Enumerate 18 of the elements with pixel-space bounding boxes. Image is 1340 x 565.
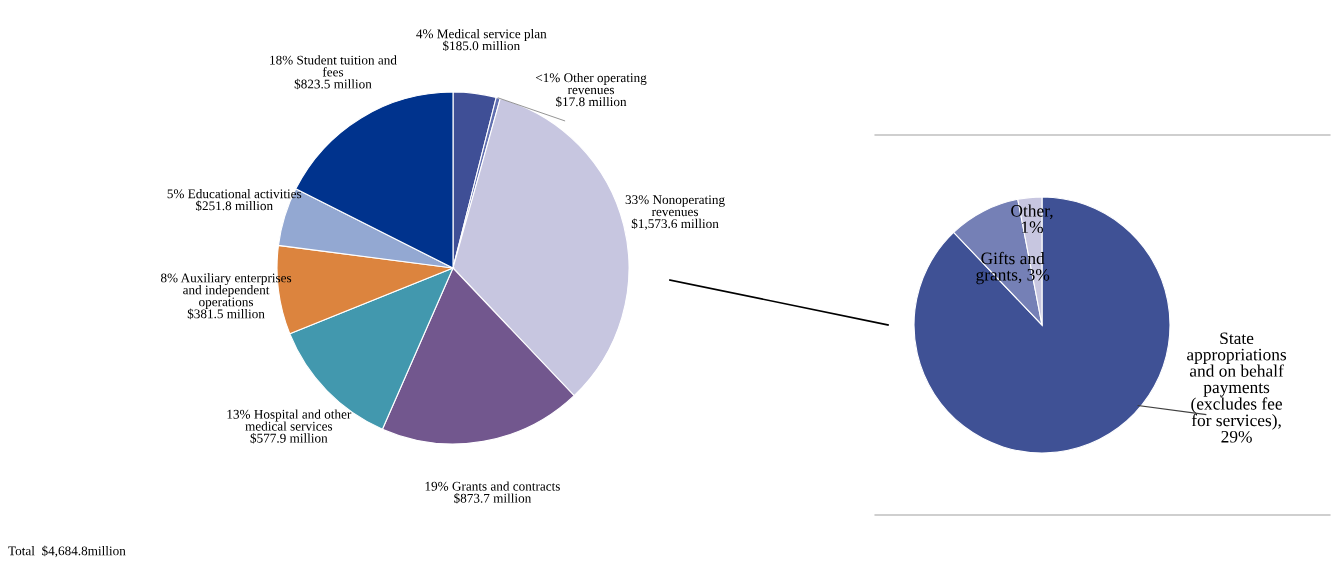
data-label: $1,573.6 million bbox=[631, 218, 719, 230]
data-label: $251.8 million bbox=[195, 200, 273, 212]
slice-label: 13% Hospital and other medical services bbox=[227, 409, 352, 431]
data-label: $185.0 million bbox=[443, 40, 520, 52]
data-label: $823.5 million bbox=[294, 78, 372, 90]
data-label: $381.5 million bbox=[187, 308, 265, 320]
slice-label: 18% Student tuition and fees bbox=[270, 55, 397, 77]
slice-label: 5% Educational activities bbox=[167, 188, 302, 199]
slice-label: <1% Other operating revenues bbox=[535, 72, 647, 95]
slice-label: 19% Grants and contracts bbox=[425, 481, 560, 491]
slice-label: 4% Medical service plan bbox=[416, 28, 547, 41]
data-label: $873.7 million bbox=[454, 492, 532, 504]
slice-label: 33% Nonoperating revenues bbox=[625, 195, 725, 217]
data-label: $17.8 million bbox=[556, 96, 627, 108]
pie-slice bbox=[913, 196, 1171, 454]
text: Total $4,684.8million bbox=[8, 545, 126, 558]
slice-label: State appropriations and on behalf payments (excludes fee for services), 29% bbox=[1187, 332, 1287, 443]
data-label: $577.9 million bbox=[250, 432, 328, 444]
